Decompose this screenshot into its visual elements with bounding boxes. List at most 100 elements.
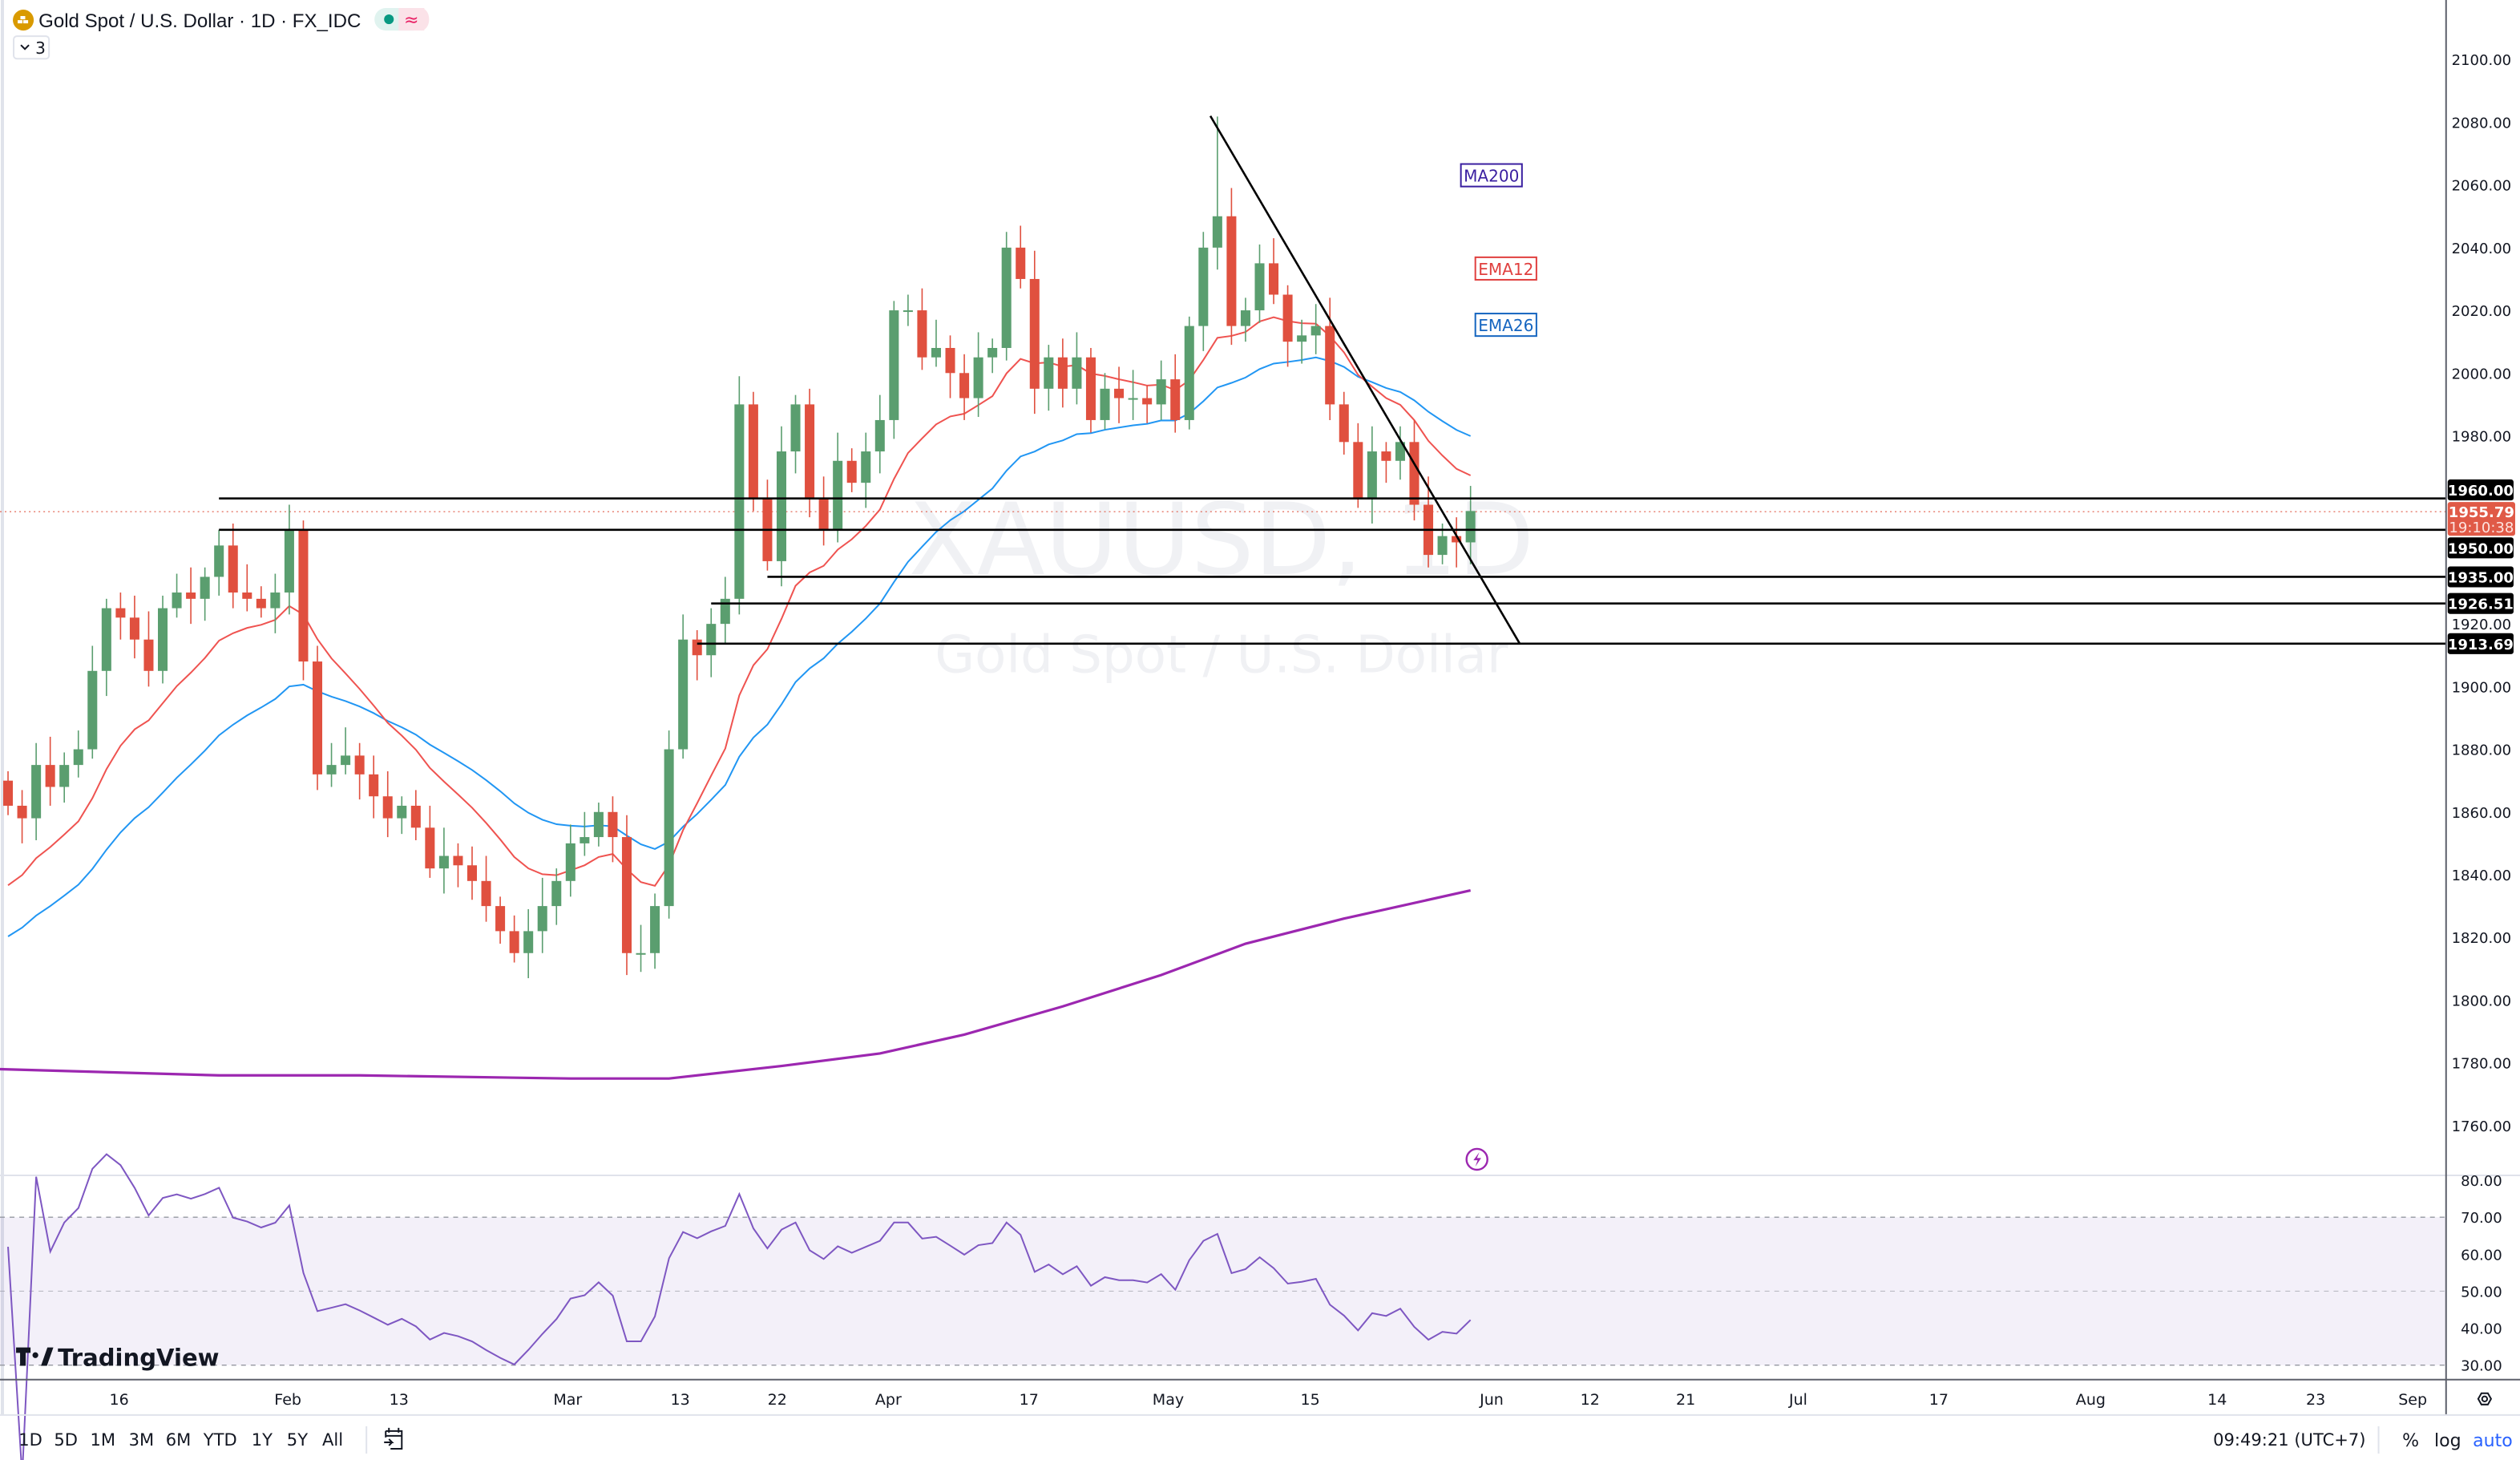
candle xyxy=(1142,385,1153,423)
ema26-label[interactable]: EMA26 xyxy=(1474,313,1537,338)
market-status-badge[interactable]: ≈ xyxy=(374,8,430,31)
ma200-label[interactable]: MA200 xyxy=(1460,163,1523,188)
candle xyxy=(664,730,674,919)
candle xyxy=(73,730,83,778)
candle xyxy=(1282,285,1293,367)
candle xyxy=(158,595,168,684)
candle xyxy=(1001,232,1012,361)
price-tick-label: 1800.00 xyxy=(2452,993,2512,1009)
candle xyxy=(45,736,55,806)
range-button-5d[interactable]: 5D xyxy=(54,1430,78,1450)
time-tick-label: 14 xyxy=(2207,1391,2227,1409)
range-toolbar: 1D 5D 1M 3M 6M YTD 1Y 5Y All xyxy=(18,1430,343,1450)
candle xyxy=(312,645,323,791)
indicators-collapse-button[interactable]: 3 xyxy=(13,35,50,60)
time-axis[interactable]: 16 Feb 13 Mar 13 22 Apr 17 May 15 Jun 12 21 Jul 17 Aug 1… xyxy=(110,1391,2428,1409)
candle xyxy=(846,448,857,492)
candle xyxy=(1381,442,1391,483)
candle xyxy=(1016,225,1026,289)
candle xyxy=(748,391,758,512)
candle xyxy=(818,476,829,546)
range-button-3m[interactable]: 3M xyxy=(129,1430,155,1450)
clock-timezone[interactable]: 09:49:21 (UTC+7) xyxy=(2213,1430,2365,1450)
time-tick-label: 12 xyxy=(1581,1391,1600,1409)
price-tick-label: 1860.00 xyxy=(2452,805,2512,822)
candle xyxy=(874,394,885,474)
trend-line[interactable] xyxy=(1209,115,1521,645)
time-tick-label: Jul xyxy=(1788,1391,1807,1409)
svg-text:3: 3 xyxy=(35,38,46,58)
lightning-icon[interactable] xyxy=(1465,1147,1488,1171)
price-tick-label: 1760.00 xyxy=(2452,1118,2512,1135)
candle xyxy=(186,567,196,625)
candle xyxy=(466,846,478,900)
price-tick-label: 1840.00 xyxy=(2452,868,2512,884)
range-button-all[interactable]: All xyxy=(322,1430,343,1450)
time-tick-label: Sep xyxy=(2398,1391,2427,1409)
green-dot-icon xyxy=(384,14,394,25)
candle xyxy=(200,567,210,621)
time-tick-label: 17 xyxy=(1929,1391,1949,1409)
log-scale-toggle[interactable]: log xyxy=(2434,1431,2461,1451)
candle xyxy=(1452,517,1462,568)
ema26-line xyxy=(7,356,1472,937)
price-tick-label: 1820.00 xyxy=(2452,930,2512,947)
range-button-6m[interactable]: 6M xyxy=(166,1430,192,1450)
level-price-tag: 1913.69 xyxy=(2447,633,2514,654)
svg-text:1955.79: 1955.79 xyxy=(2449,504,2514,521)
range-button-1y[interactable]: 1Y xyxy=(252,1430,273,1450)
time-tick-label: May xyxy=(1153,1391,1184,1409)
candle xyxy=(1085,347,1096,433)
range-button-5y[interactable]: 5Y xyxy=(287,1430,308,1450)
settings-gear-icon[interactable] xyxy=(2477,1392,2493,1405)
candle xyxy=(650,893,660,969)
candle xyxy=(256,586,266,618)
candle xyxy=(1156,360,1166,420)
go-to-date-calendar-icon[interactable] xyxy=(384,1427,403,1450)
auto-scale-toggle[interactable]: auto xyxy=(2473,1431,2513,1451)
candle xyxy=(580,811,590,856)
time-tick-label: 17 xyxy=(1020,1391,1039,1409)
svg-text:1913.69: 1913.69 xyxy=(2448,637,2514,653)
candle xyxy=(1395,426,1405,480)
price-tick-label: 2020.00 xyxy=(2452,303,2512,320)
range-button-1d[interactable]: 1D xyxy=(18,1430,42,1450)
candle xyxy=(1254,244,1265,323)
candle xyxy=(1072,332,1082,405)
candle xyxy=(270,573,281,633)
price-tick-label: 2100.00 xyxy=(2452,52,2512,69)
candle xyxy=(481,855,491,922)
svg-text:MA200: MA200 xyxy=(1464,167,1519,186)
watermark-description: Gold Spot / U.S. Dollar xyxy=(935,625,1508,685)
candle xyxy=(931,319,941,367)
price-axis[interactable]: 2100.00 2080.00 2060.00 2040.00 2020.00 2000.… xyxy=(2447,52,2515,1135)
candle xyxy=(1114,366,1125,423)
range-button-1m[interactable]: 1M xyxy=(91,1430,116,1450)
time-tick-label: 22 xyxy=(768,1391,787,1409)
price-tick-label: 1900.00 xyxy=(2452,679,2512,696)
candle xyxy=(1297,319,1307,364)
tradingview-logo[interactable]: TradingView xyxy=(16,1345,220,1372)
level-price-tag: 1950.00 xyxy=(2447,537,2514,559)
candle xyxy=(1212,116,1222,270)
candles xyxy=(3,116,1476,979)
chart-header[interactable]: Gold Spot / U.S. Dollar · 1D · FX_IDC ≈ … xyxy=(13,8,430,60)
candle xyxy=(720,576,730,643)
approx-icon: ≈ xyxy=(404,10,418,30)
candle xyxy=(298,520,309,681)
candle xyxy=(172,573,182,618)
ema12-line xyxy=(7,316,1472,887)
ema12-label[interactable]: EMA12 xyxy=(1474,256,1537,281)
rsi-tick-label: 80.00 xyxy=(2461,1173,2502,1190)
percent-scale-toggle[interactable]: % xyxy=(2402,1431,2419,1451)
rsi-axis[interactable]: 80.00 70.00 60.00 50.00 40.00 30.00 xyxy=(2461,1173,2502,1375)
candle xyxy=(410,790,421,840)
range-button-ytd[interactable]: YTD xyxy=(203,1430,237,1450)
svg-text:EMA12: EMA12 xyxy=(1478,260,1533,279)
candle xyxy=(438,827,449,894)
candle xyxy=(917,288,927,370)
symbol-title[interactable]: Gold Spot / U.S. Dollar · 1D · FX_IDC xyxy=(38,10,361,32)
svg-text:19:10:38: 19:10:38 xyxy=(2449,520,2514,536)
